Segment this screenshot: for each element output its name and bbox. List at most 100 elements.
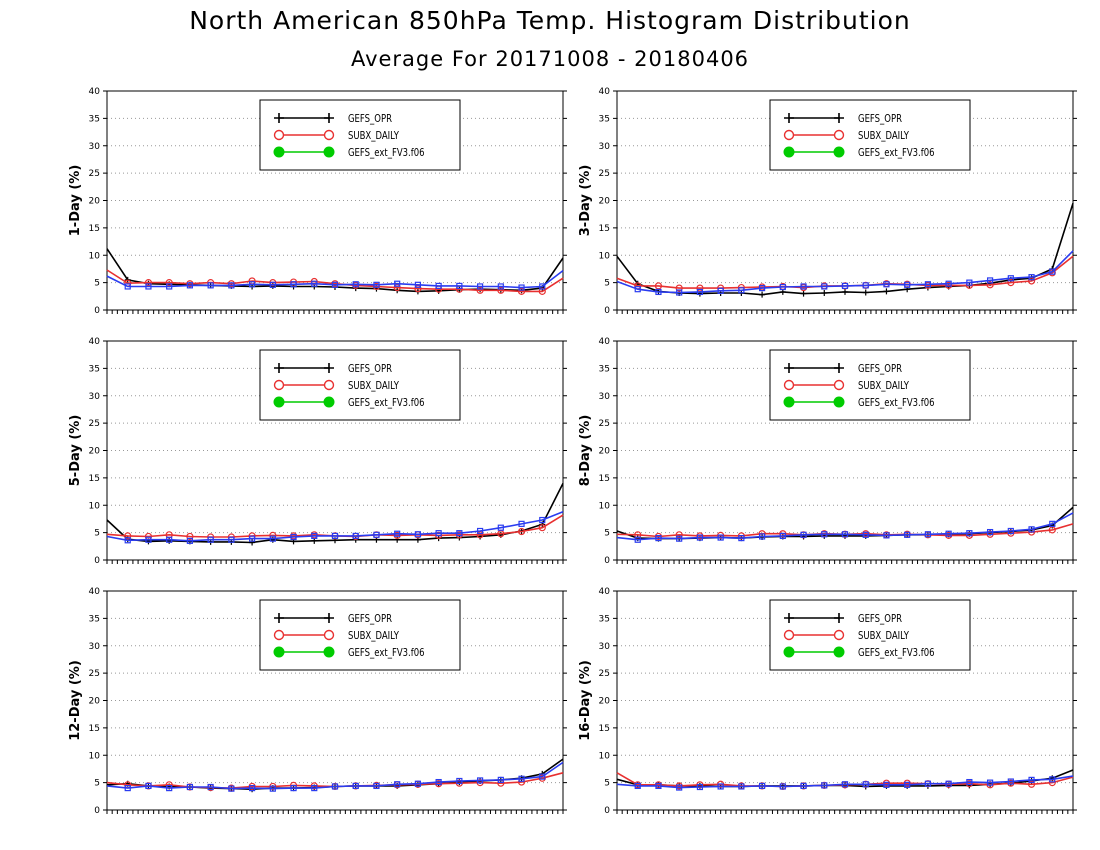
legend-label: GEFS_OPR xyxy=(348,113,392,125)
data-point xyxy=(186,532,194,541)
data-point xyxy=(862,282,869,289)
data-point xyxy=(634,286,641,293)
legend-marker xyxy=(274,613,284,623)
data-point xyxy=(904,531,911,538)
data-point xyxy=(248,535,256,542)
legend-label: SUBX_DAILY xyxy=(858,130,910,142)
y-tick-label: 30 xyxy=(599,642,611,652)
y-tick-label: 25 xyxy=(599,419,610,429)
y-tick-label: 35 xyxy=(89,614,100,624)
data-point xyxy=(883,532,890,539)
legend-label: GEFS_OPR xyxy=(348,363,392,375)
legend-label: GEFS_ext_FV3.f06 xyxy=(348,647,425,659)
data-point xyxy=(166,283,173,290)
data-point xyxy=(862,781,869,788)
y-tick-label: 10 xyxy=(89,251,101,261)
legend-label: GEFS_OPR xyxy=(348,613,392,625)
data-point xyxy=(966,530,973,537)
legend-marker xyxy=(274,363,284,373)
y-tick-label: 40 xyxy=(89,587,101,597)
y-tick-label: 30 xyxy=(599,142,611,152)
y-axis-label: 8-Day (%) xyxy=(578,415,593,487)
chart-panel: 0 5 10 15 20 25 30 35 40 3-Day (%) GEFS_OPR SUBX_DA… xyxy=(578,87,1077,316)
data-point xyxy=(394,781,401,788)
data-point xyxy=(373,782,380,790)
data-point xyxy=(945,530,952,537)
legend-marker xyxy=(834,363,844,373)
legend-marker xyxy=(833,396,845,408)
data-point xyxy=(165,279,173,287)
data-point xyxy=(373,531,380,538)
y-tick-label: 15 xyxy=(89,724,100,734)
data-point xyxy=(924,531,932,538)
data-point xyxy=(924,780,932,787)
data-point xyxy=(717,783,724,790)
legend-marker xyxy=(273,646,285,658)
legend-marker xyxy=(323,646,335,658)
data-point xyxy=(414,531,422,538)
legend-marker xyxy=(783,129,795,141)
data-point xyxy=(676,535,683,542)
data-point xyxy=(186,282,194,289)
series-line xyxy=(106,269,564,293)
y-tick-label: 40 xyxy=(599,87,611,97)
y-axis-label: 3-Day (%) xyxy=(578,165,593,237)
legend-marker xyxy=(273,396,285,408)
data-point xyxy=(945,780,952,787)
legend-label: SUBX_DAILY xyxy=(858,380,910,392)
y-tick-label: 5 xyxy=(604,529,610,539)
y-tick-label: 10 xyxy=(89,751,101,761)
series-line xyxy=(106,761,564,790)
series-line xyxy=(106,511,564,542)
data-point xyxy=(145,782,152,790)
data-point xyxy=(207,783,214,791)
data-point xyxy=(497,283,504,290)
data-point xyxy=(841,531,849,538)
data-point xyxy=(966,279,973,286)
legend-marker xyxy=(783,629,795,641)
y-tick-label: 5 xyxy=(604,779,610,789)
data-point xyxy=(311,784,318,792)
data-point xyxy=(517,527,526,536)
legend-marker xyxy=(834,613,844,623)
legend-marker xyxy=(784,113,794,123)
data-point xyxy=(1007,778,1014,785)
data-point xyxy=(435,282,442,290)
data-point xyxy=(1049,520,1056,527)
data-point xyxy=(352,782,359,790)
y-tick-label: 10 xyxy=(599,501,611,511)
data-point xyxy=(290,281,297,288)
data-point xyxy=(1027,277,1036,285)
y-axis-label: 16-Day (%) xyxy=(578,660,593,741)
data-point xyxy=(1027,780,1036,788)
y-tick-label: 20 xyxy=(89,197,101,207)
data-point xyxy=(779,532,786,540)
data-point xyxy=(269,535,276,542)
y-tick-label: 40 xyxy=(599,587,611,597)
data-point xyxy=(696,783,704,791)
legend-marker xyxy=(273,129,285,141)
data-point xyxy=(186,783,194,791)
data-point xyxy=(539,773,546,780)
data-point xyxy=(862,289,869,296)
y-tick-label: 15 xyxy=(599,224,610,234)
legend-label: SUBX_DAILY xyxy=(348,380,400,392)
data-point xyxy=(1049,776,1056,783)
data-point xyxy=(862,531,869,538)
legend-marker xyxy=(833,379,845,391)
data-point xyxy=(414,281,422,288)
y-tick-label: 0 xyxy=(94,306,100,316)
data-point xyxy=(518,775,525,782)
data-point xyxy=(821,531,828,538)
data-point xyxy=(675,284,683,292)
legend-label: GEFS_ext_FV3.f06 xyxy=(858,647,935,659)
data-point xyxy=(1007,275,1014,282)
y-tick-label: 30 xyxy=(599,392,611,402)
data-point xyxy=(1028,274,1035,281)
data-point xyxy=(738,287,745,294)
data-point xyxy=(124,532,132,540)
y-tick-label: 40 xyxy=(599,337,611,347)
y-tick-label: 10 xyxy=(89,501,101,511)
y-tick-label: 15 xyxy=(599,724,610,734)
